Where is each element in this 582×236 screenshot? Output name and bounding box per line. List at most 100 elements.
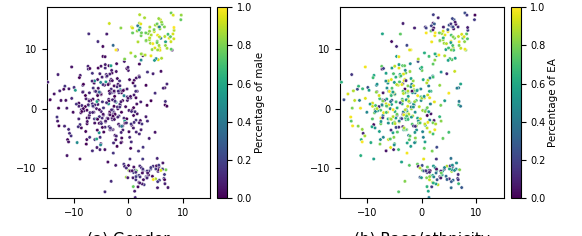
Point (384, 79, 393, 83)
Point (132, 102, 141, 106)
Point (137, 52, 146, 56)
Point (139, 178, 148, 181)
Point (83, 120, 92, 123)
Point (430, 52, 439, 56)
Point (398, 113, 407, 116)
Point (363, 86, 372, 89)
Point (138, 171, 147, 175)
Point (447, 169, 456, 173)
Point (115, 105, 125, 109)
Point (450, 169, 459, 172)
Point (353, 87, 362, 91)
Point (427, 40, 436, 44)
Point (365, 102, 375, 106)
Point (134, 149, 143, 153)
Point (423, 165, 432, 169)
Point (150, 28, 159, 32)
Point (137, 166, 146, 170)
Point (126, 122, 136, 126)
Point (119, 94, 129, 97)
Point (130, 110, 140, 114)
Point (470, 18, 479, 22)
Point (398, 89, 407, 93)
Point (399, 113, 409, 117)
Point (119, 162, 129, 166)
Point (118, 99, 127, 102)
Point (135, 21, 144, 25)
Point (69, 110, 78, 114)
Point (106, 126, 115, 130)
Point (406, 105, 416, 109)
Point (409, 102, 418, 106)
Point (169, 37, 179, 41)
Point (445, 57, 455, 60)
Point (110, 118, 119, 121)
Point (81, 105, 90, 109)
Point (348, 124, 357, 128)
Point (382, 86, 392, 90)
Point (411, 136, 420, 140)
Point (97, 75, 107, 79)
Point (154, 169, 163, 173)
Point (127, 25, 136, 29)
Point (166, 11, 176, 15)
Point (152, 39, 162, 43)
Point (448, 163, 457, 167)
Point (428, 75, 438, 79)
Point (394, 55, 403, 59)
Point (410, 131, 420, 134)
Point (133, 89, 142, 93)
Point (139, 169, 148, 173)
Point (135, 181, 144, 185)
Point (408, 114, 417, 118)
Point (76, 111, 86, 115)
Point (122, 67, 132, 70)
Point (127, 140, 136, 144)
Point (339, 98, 349, 102)
Point (436, 176, 445, 180)
Point (361, 65, 370, 69)
Point (375, 130, 384, 133)
Point (402, 114, 411, 118)
Point (96, 143, 105, 147)
Point (123, 99, 132, 102)
Point (88, 97, 98, 101)
Point (116, 89, 126, 93)
Point (97, 93, 106, 97)
Point (429, 164, 438, 168)
Point (400, 68, 410, 72)
Point (426, 102, 435, 106)
Point (116, 88, 125, 92)
Point (130, 189, 139, 193)
Point (444, 46, 453, 50)
Point (105, 113, 115, 117)
Point (403, 89, 413, 93)
Point (94, 98, 103, 102)
Point (98, 116, 107, 120)
Point (95, 148, 105, 152)
Point (413, 162, 422, 166)
Point (136, 100, 146, 104)
Point (388, 108, 398, 112)
Point (455, 168, 464, 172)
Point (153, 186, 162, 190)
Point (448, 25, 457, 29)
Point (392, 113, 402, 117)
Point (405, 70, 414, 73)
Point (160, 182, 169, 185)
Point (404, 112, 413, 116)
Point (378, 114, 388, 117)
Point (108, 79, 117, 83)
Point (74, 104, 84, 108)
Y-axis label: Percentage of male: Percentage of male (255, 52, 265, 153)
Point (113, 105, 122, 109)
Point (360, 134, 370, 138)
Point (104, 102, 113, 106)
Point (126, 147, 135, 150)
Point (104, 97, 113, 101)
Point (133, 112, 142, 116)
Point (105, 113, 114, 116)
Point (411, 140, 420, 144)
Point (154, 25, 163, 29)
Point (152, 156, 162, 160)
